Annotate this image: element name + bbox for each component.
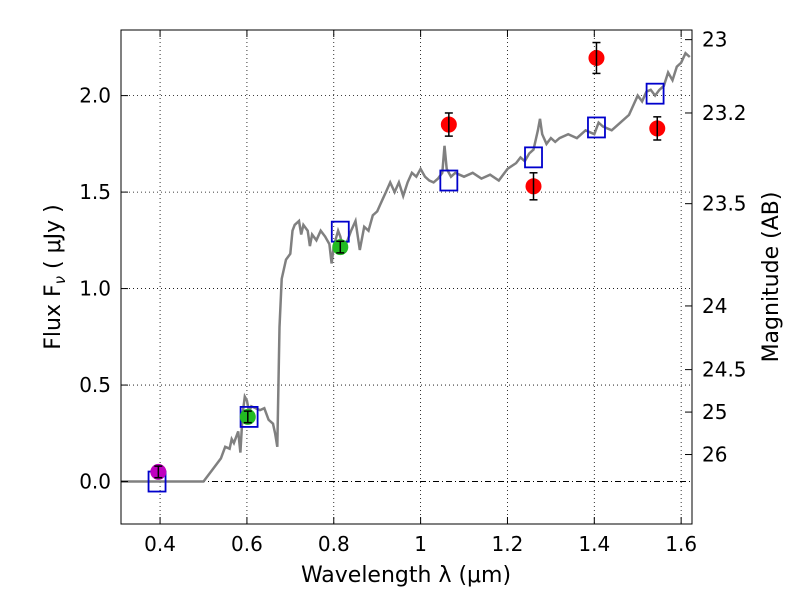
x-tick-label: 0.4 xyxy=(144,532,176,556)
model-square xyxy=(524,146,543,169)
right-tick-label: 24.5 xyxy=(702,358,747,382)
model-square xyxy=(645,82,665,105)
model-points xyxy=(147,82,665,493)
y-axis-label: Flux Fν ( μJy ) xyxy=(41,204,69,349)
grid xyxy=(121,30,692,524)
model-square xyxy=(587,116,606,139)
x-tick-label: 0.6 xyxy=(231,532,263,556)
y-tick-label: 2.0 xyxy=(79,84,111,108)
right-axis-label: Magnitude (AB) xyxy=(759,192,784,363)
y-tick-label: 1.0 xyxy=(79,277,111,301)
plot-frame xyxy=(120,29,693,525)
y-tick-label: 0.0 xyxy=(79,470,111,494)
right-tick-label: 23 xyxy=(702,28,727,52)
x-tick-label: 1.4 xyxy=(578,532,610,556)
x-axis-label: Wavelength λ (μm) xyxy=(301,563,511,588)
y-tick-label: 0.5 xyxy=(79,373,111,397)
x-tick-label: 1.6 xyxy=(665,532,697,556)
y-tick-label: 1.5 xyxy=(79,180,111,204)
model-spectrum-line xyxy=(121,51,691,483)
x-axis: 0.4 0.6 0.8 1 1.2 1.4 1.6 xyxy=(144,30,697,556)
y-axis-label-main: Flux F xyxy=(41,284,66,349)
right-tick-label: 23.2 xyxy=(702,101,747,125)
y-axis: 0.0 0.5 1.0 1.5 2.0 xyxy=(79,84,128,494)
x-tick-label: 1 xyxy=(414,532,427,556)
right-tick-label: 24 xyxy=(702,294,727,318)
y-axis-label-sub: ν xyxy=(51,276,69,284)
right-axis: 23 23.2 23.5 24 24.5 25 26 xyxy=(685,28,747,467)
model-square xyxy=(439,169,459,192)
right-tick-label: 25 xyxy=(702,400,727,424)
x-tick-label: 0.8 xyxy=(318,532,350,556)
right-tick-label: 26 xyxy=(702,443,727,467)
y-axis-label-unit: ( μJy ) xyxy=(41,204,66,276)
right-tick-label: 23.5 xyxy=(702,192,747,216)
x-tick-label: 1.2 xyxy=(492,532,524,556)
observed-points xyxy=(150,41,666,480)
